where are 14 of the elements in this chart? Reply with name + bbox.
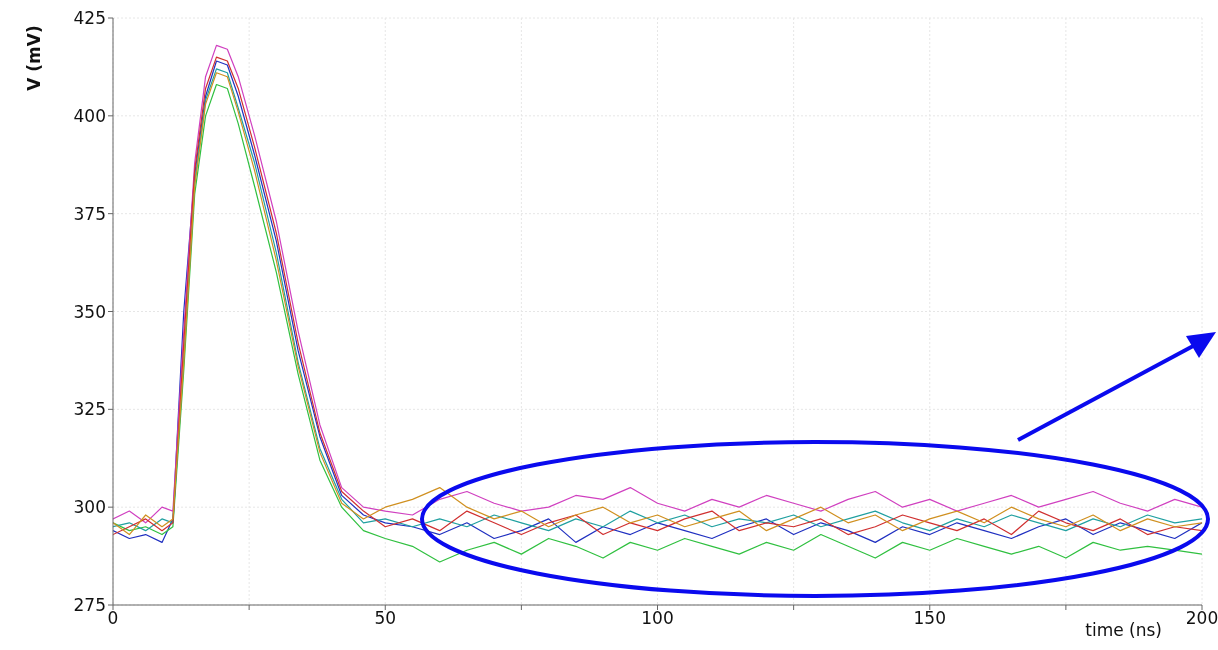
x-tick-label: 0	[107, 608, 119, 629]
y-tick-label: 275	[73, 595, 106, 616]
x-tick-label: 200	[1185, 608, 1218, 629]
y-tick-label: 375	[73, 203, 106, 224]
x-tick-label: 50	[374, 608, 397, 629]
y-tick-label: 400	[73, 105, 106, 126]
y-tick-label: 325	[73, 399, 106, 420]
y-axis-title: V (mV)	[24, 25, 44, 91]
x-tick-label: 150	[913, 608, 946, 629]
y-tick-label: 425	[73, 8, 106, 29]
y-tick-label: 300	[73, 497, 106, 518]
y-tick-label: 350	[73, 301, 106, 322]
x-tick-label: 100	[641, 608, 674, 629]
x-axis-title: time (ns)	[1085, 620, 1162, 640]
